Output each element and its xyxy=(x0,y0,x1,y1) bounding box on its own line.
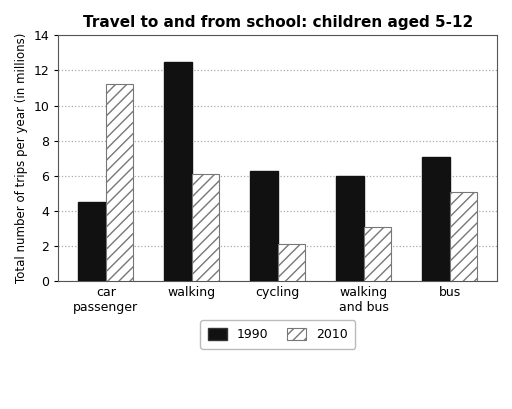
Bar xyxy=(336,176,364,281)
Bar xyxy=(164,62,192,281)
Title: Travel to and from school: children aged 5-12: Travel to and from school: children aged… xyxy=(82,15,473,30)
Bar xyxy=(422,157,450,281)
Legend: 1990, 2010: 1990, 2010 xyxy=(200,320,355,349)
Bar xyxy=(450,192,477,281)
Bar xyxy=(278,244,305,281)
Bar xyxy=(78,202,106,281)
Bar xyxy=(106,83,134,281)
Y-axis label: Total number of trips per year (in millions): Total number of trips per year (in milli… xyxy=(15,33,28,283)
Bar xyxy=(364,227,391,281)
Bar xyxy=(250,171,278,281)
Bar xyxy=(192,174,219,281)
